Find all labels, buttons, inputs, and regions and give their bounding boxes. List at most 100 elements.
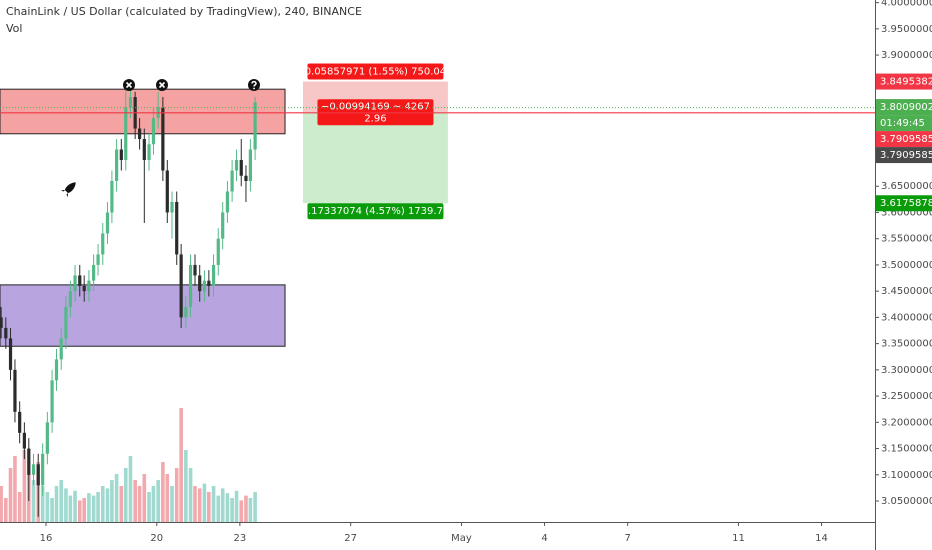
price-tag [876,73,932,90]
price-tag [876,195,932,212]
price-tag-label: 3.79095856 [880,150,932,161]
x-tick-label: 4 [541,533,547,544]
x-tick-label: 27 [344,533,357,544]
candle-body [207,280,211,286]
volume-bar [91,495,96,522]
price-tag-label: 3.79095856 [880,134,932,145]
volume-bar [0,486,3,522]
volume-bar [253,492,257,522]
y-tick-label: 3.05000000 [881,496,932,507]
candle-body [92,264,96,281]
candle-body [73,275,77,292]
stop-label-bg [307,63,444,80]
y-tick-label: 3.30000000 [881,365,932,376]
volume-bar [230,498,234,522]
candle-body [193,264,197,276]
volume-bar [202,483,207,522]
zone [0,88,286,135]
price-tag [876,131,932,148]
y-tick-label: 3.50000000 [881,260,932,271]
volume-bar [161,462,165,522]
volume-bar [17,492,22,522]
candle-body [50,380,54,423]
y-tick-label: 3.40000000 [881,312,932,323]
candle-body [142,139,146,161]
target-label: 0.17337074 (4.57%) 1739.77 [302,206,450,217]
volume-bar [197,488,202,522]
price-tag [876,147,932,164]
candle-body [8,338,13,370]
symbol-title: ChainLink / US Dollar (calculated by Tra… [6,5,362,18]
volume-bar [211,486,216,522]
volume-bar [142,474,147,522]
volume-bar [4,498,8,522]
price-tag [876,115,932,132]
candle-body [4,327,8,339]
candle-body [36,464,40,486]
price-tag [876,99,932,116]
center-label: −0.00994169 ~ 4267 [321,101,430,112]
candle-body [105,212,110,234]
candle-body [151,118,156,145]
volume-bar [216,495,221,522]
stop-label: 0.05857971 (1.55%) 750.04 [305,67,446,78]
x-tick-label: 16 [40,533,53,544]
y-tick-label: 3.65000000 [881,181,932,192]
volume-bar [184,450,188,522]
volume-bar [248,498,253,522]
volume-bar [40,486,45,522]
candle-body [253,102,257,150]
zone [0,284,286,347]
volume-label: Vol [6,22,22,35]
volume-bar [100,486,105,522]
y-tick-label: 3.25000000 [881,391,932,402]
volume-bar [59,480,64,522]
candle-body [225,191,230,213]
candle-body [115,149,119,181]
price-tag-label: 3.80090025 [880,102,932,113]
volume-bar [123,468,128,522]
candle-body [248,149,252,181]
candle-body [198,275,202,292]
candle-body [161,107,165,171]
candle-body [211,264,216,286]
x-tick-label: 7 [624,533,630,544]
candle-body [68,291,72,307]
volume-bar [193,486,197,522]
candle-body [59,338,63,360]
y-tick-label: 3.60000000 [881,207,932,218]
volume-bar [54,486,59,522]
volume-bar [179,408,183,522]
volume-bar [128,456,133,522]
x-tick-label: 14 [815,533,828,544]
volume-bar [119,486,124,522]
y-tick-label: 3.15000000 [881,444,932,455]
candle-body [188,264,193,307]
candle-body [184,306,188,318]
volume-bar [137,486,142,522]
y-tick-label: 4.00000000 [881,0,932,9]
volume-bar [45,492,50,522]
volume-bar [147,492,151,522]
y-tick-label: 3.95000000 [881,24,932,35]
y-tick-label: 3.10000000 [881,470,932,481]
candle-body [234,160,239,171]
candle-body [64,306,68,339]
price-tag-label: 01:49:45 [880,118,925,129]
candle-body [165,170,169,213]
candle-body [138,128,142,140]
volume-bar [151,486,156,522]
candle-body [18,411,22,433]
candle-body [202,280,207,292]
candle-body [82,285,86,292]
volume-bar [188,468,193,522]
volume-bar [244,495,248,522]
candle-body [101,233,105,255]
candle-body [147,144,151,161]
candle-body [22,432,26,449]
volume-bar [239,500,244,522]
y-tick-label: 3.20000000 [881,417,932,428]
candle-body [31,464,36,475]
candle-body [119,149,123,161]
